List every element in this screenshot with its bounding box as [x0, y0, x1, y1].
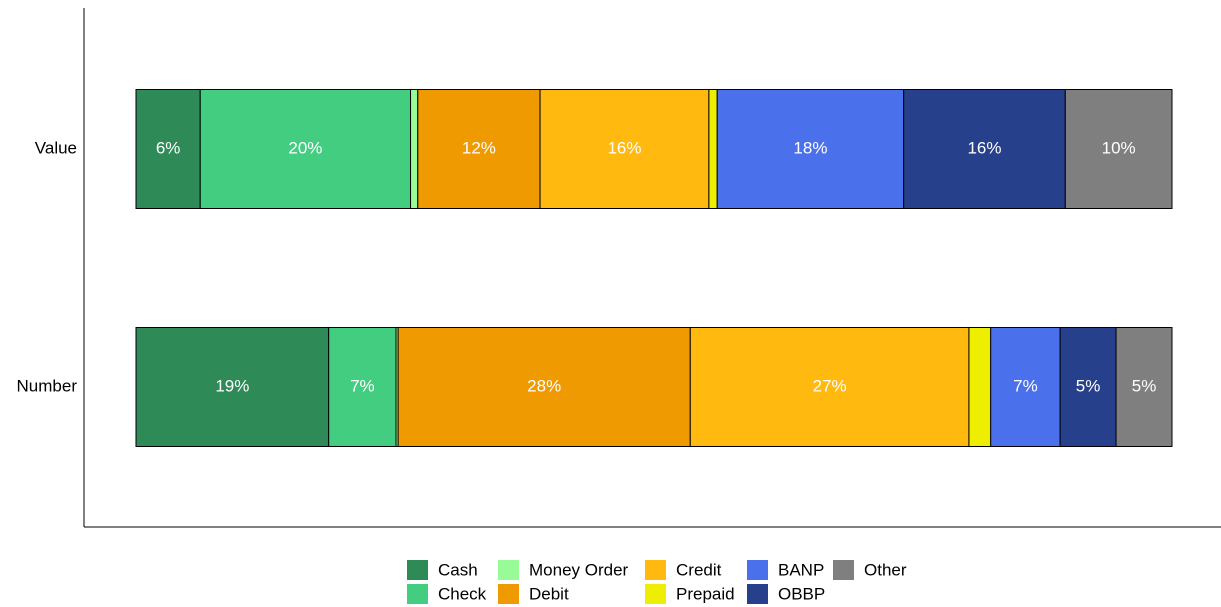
- data-label: 28%: [527, 376, 561, 395]
- bar-segment: [1059, 327, 1117, 447]
- legend-label: Cash: [438, 560, 478, 579]
- legend-label: Money Order: [529, 560, 629, 579]
- data-label: 10%: [1102, 138, 1136, 157]
- bar-segment: [1115, 327, 1173, 447]
- legend-label: BANP: [778, 560, 824, 579]
- data-label: 16%: [607, 138, 641, 157]
- legend-label: OBBP: [778, 584, 825, 603]
- bar-segment: [990, 327, 1061, 447]
- legend-swatch: [498, 584, 519, 604]
- data-label: 27%: [813, 376, 847, 395]
- legend-swatch: [407, 584, 428, 604]
- legend-swatch: [747, 584, 768, 604]
- bar-segment: [708, 89, 718, 209]
- bar-segment: [135, 327, 330, 447]
- bar-segment: [199, 89, 412, 209]
- legend-swatch: [833, 560, 854, 580]
- bar-segment: [328, 327, 397, 447]
- bar-segment: [968, 327, 992, 447]
- legend-label: Prepaid: [676, 584, 735, 603]
- y-tick-label: Value: [35, 138, 77, 157]
- data-label: 5%: [1132, 376, 1157, 395]
- data-label: 6%: [156, 138, 181, 157]
- data-label: 19%: [215, 376, 249, 395]
- bar-segment: [397, 327, 691, 447]
- bar-segment: [903, 89, 1066, 209]
- bar-segment: [539, 89, 710, 209]
- data-label: 12%: [462, 138, 496, 157]
- legend-swatch: [747, 560, 768, 580]
- data-label: 5%: [1076, 376, 1101, 395]
- data-label: 7%: [350, 376, 375, 395]
- legend-label: Debit: [529, 584, 569, 603]
- legend-swatch: [498, 560, 519, 580]
- legend-label: Check: [438, 584, 487, 603]
- bar-segment: [135, 89, 201, 209]
- y-tick-label: Number: [17, 376, 78, 395]
- legend-label: Credit: [676, 560, 722, 579]
- legend-swatch: [407, 560, 428, 580]
- data-label: 18%: [793, 138, 827, 157]
- bar-segment: [1064, 89, 1173, 209]
- data-label: 7%: [1013, 376, 1038, 395]
- legend-swatch: [645, 584, 666, 604]
- data-label: 20%: [288, 138, 322, 157]
- legend-swatch: [645, 560, 666, 580]
- data-label: 16%: [967, 138, 1001, 157]
- bar-segment: [410, 89, 419, 209]
- legend-label: Other: [864, 560, 907, 579]
- bar-segment: [417, 89, 541, 209]
